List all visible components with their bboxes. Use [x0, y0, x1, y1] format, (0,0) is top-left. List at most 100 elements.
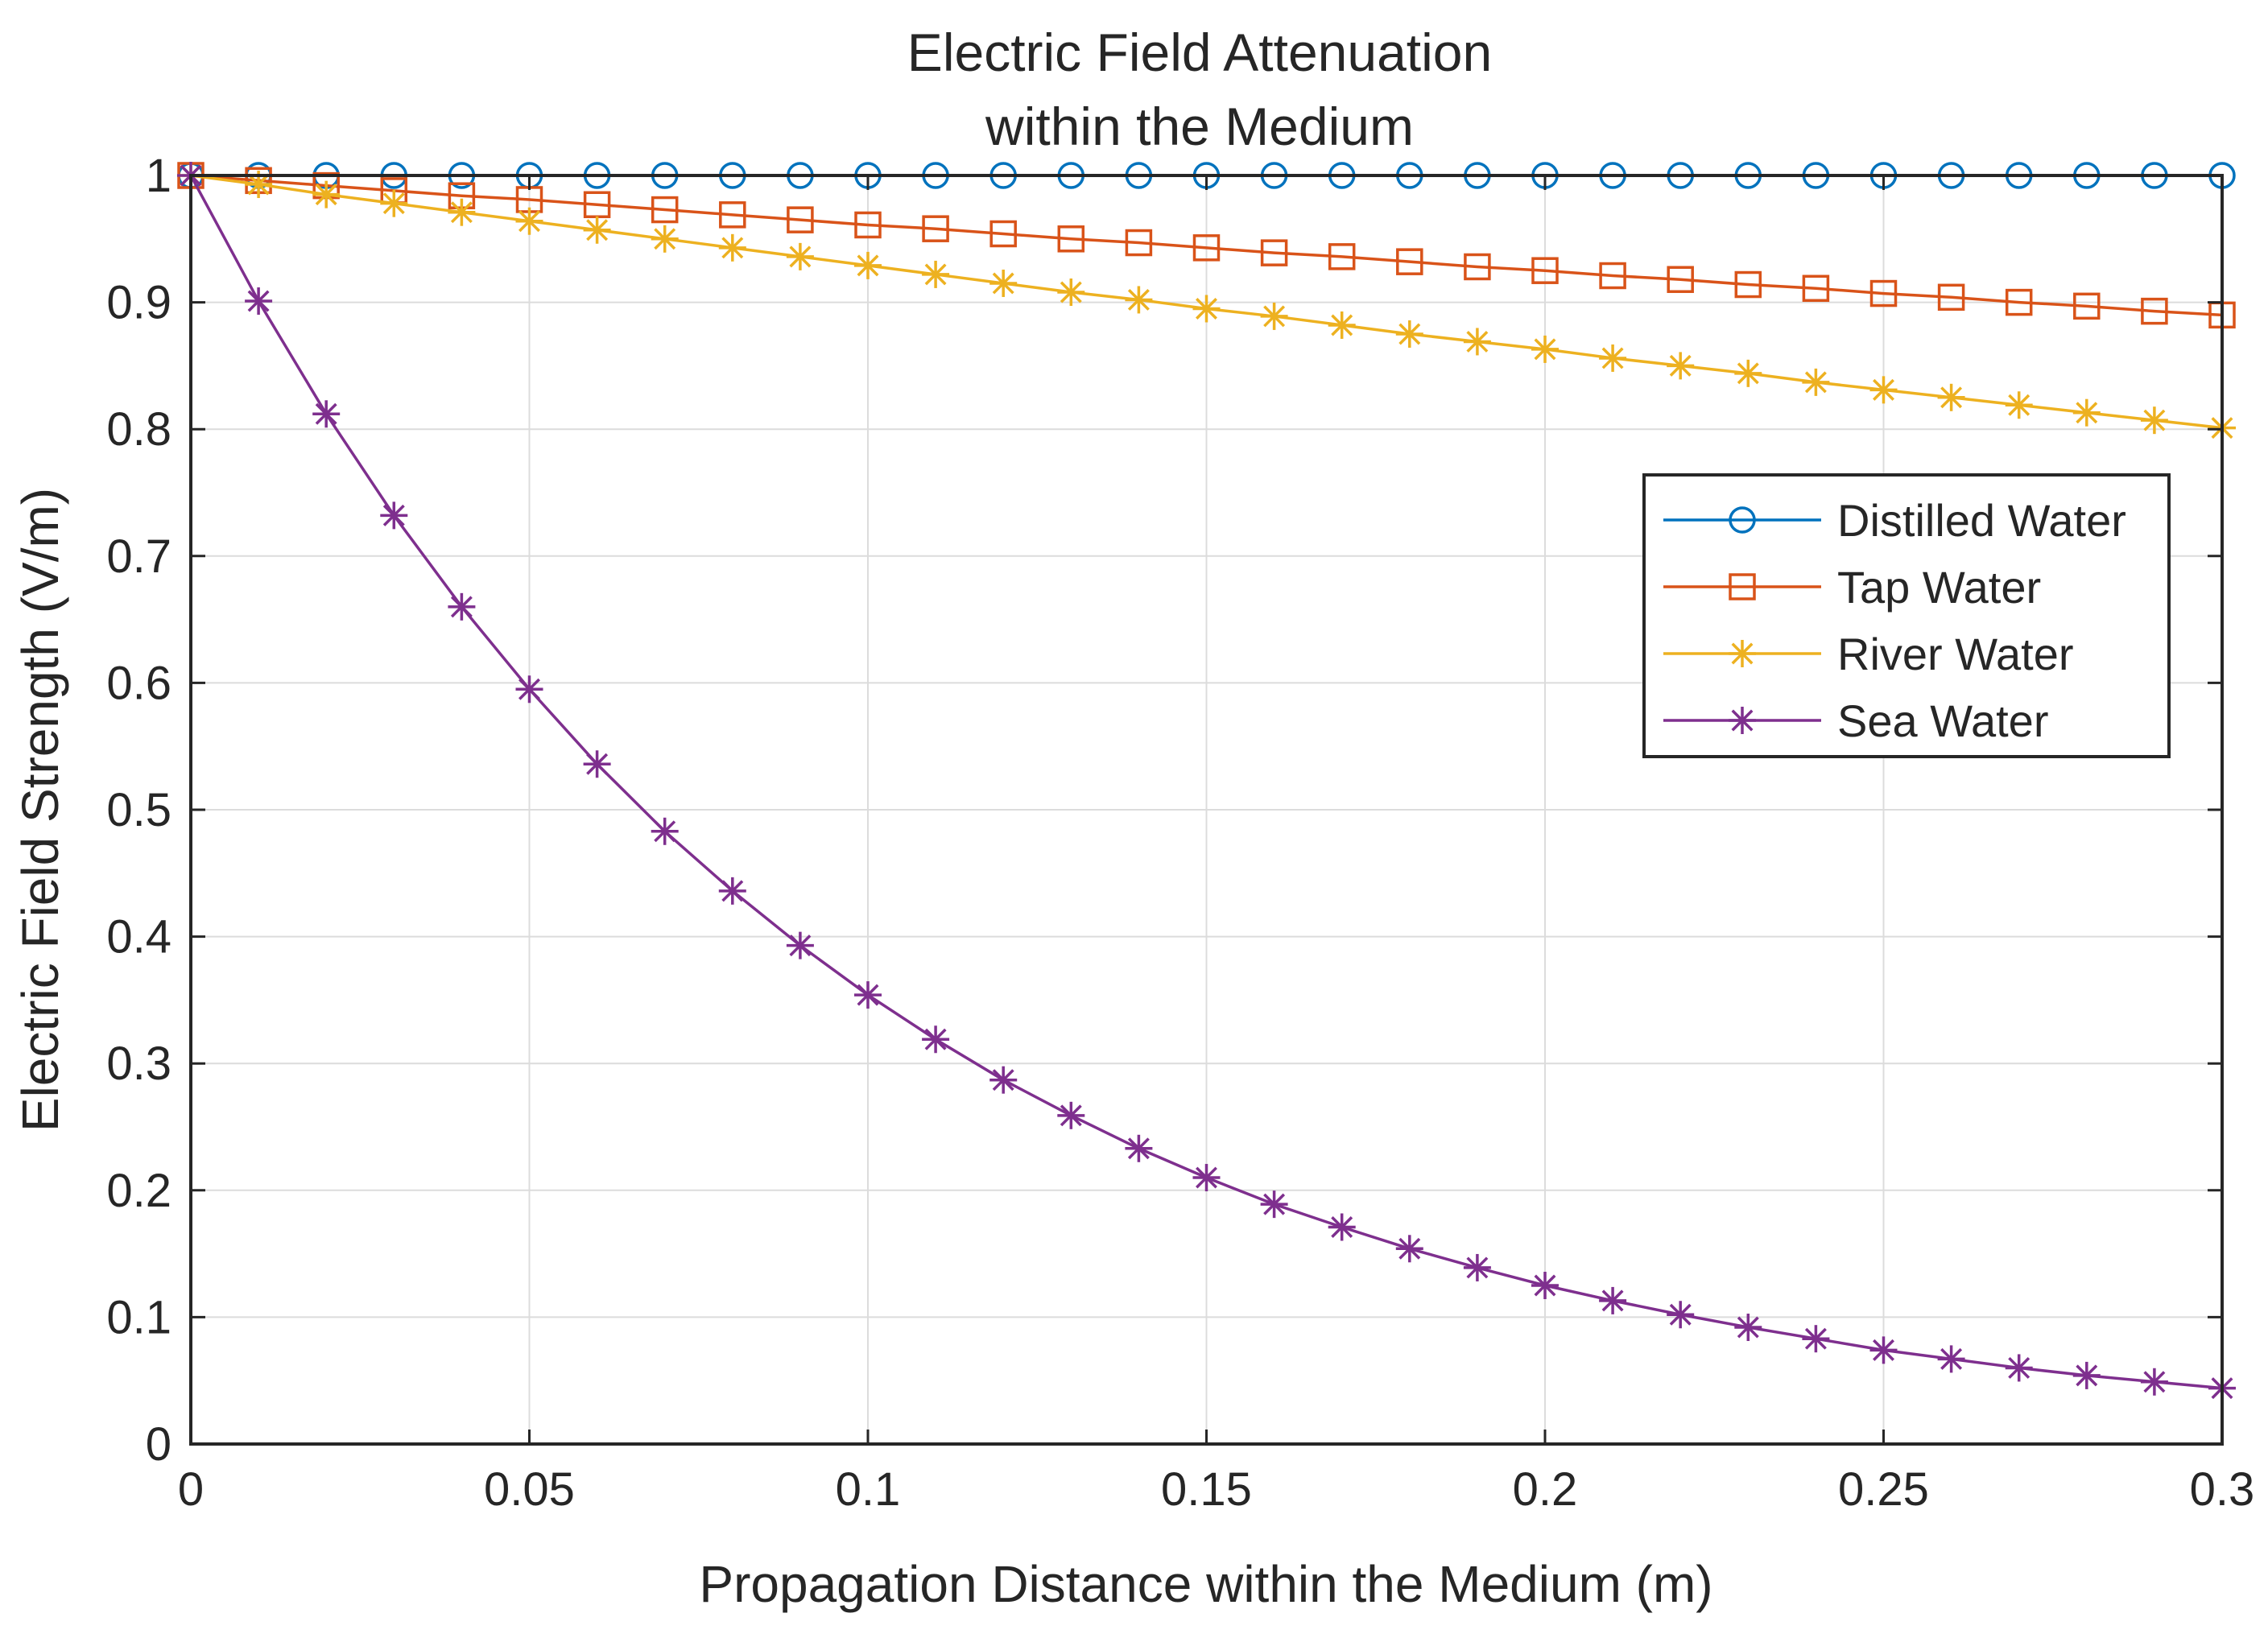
data-point-tap-water-marker: [1328, 243, 1356, 270]
series-river-water: [177, 162, 2236, 442]
data-point-sea-water-marker: [1463, 1253, 1491, 1281]
data-point-river-water-marker: [854, 251, 882, 279]
data-point-sea-water-marker: [1057, 1101, 1085, 1129]
data-point-river-water-marker: [989, 269, 1018, 297]
x-tick-label: 0.05: [484, 1463, 575, 1516]
data-point-river-water-marker: [1125, 286, 1153, 314]
legend-item-tap-water: Tap Water: [1663, 562, 2041, 613]
data-point-sea-water-marker: [1599, 1286, 1627, 1314]
data-point-river-water-marker: [1667, 352, 1695, 380]
data-point-tap-water-marker: [989, 220, 1017, 248]
axis-ticks: 0 0.05 0.1 0.15 0.2 0.25 0.3 0 0.1 0.2 0.3 0.4 0.5 0.…: [106, 150, 2254, 1516]
data-point-river-water-marker: [2140, 406, 2168, 435]
data-point-river-water-marker: [718, 233, 746, 262]
data-point-sea-water-marker: [718, 877, 746, 905]
y-tick-label: 0.9: [106, 277, 171, 329]
legend-swatch-marker: [1729, 707, 1756, 734]
x-axis-label: Propagation Distance within the Medium (…: [699, 1555, 1712, 1613]
data-point-sea-water-marker: [786, 931, 814, 959]
data-point-river-water-marker: [1802, 368, 1830, 396]
legend-label: River Water: [1837, 629, 2074, 679]
grid: [191, 175, 2222, 1444]
data-point-river-water-marker: [448, 198, 476, 226]
y-axis-label: Electric Field Strength (V/m): [11, 488, 69, 1132]
data-point-sea-water-marker: [1734, 1314, 1762, 1342]
y-tick-label: 0.1: [106, 1291, 171, 1343]
data-point-sea-water-marker: [1802, 1325, 1830, 1353]
data-point-sea-water-marker: [989, 1066, 1018, 1094]
data-point-sea-water-marker: [2005, 1354, 2033, 1382]
data-point-river-water-marker: [1599, 344, 1627, 372]
data-point-tap-water-marker: [854, 211, 882, 239]
data-point-sea-water-marker: [651, 817, 679, 845]
legend-item-river-water: River Water: [1663, 629, 2074, 679]
series-sea-water: [177, 162, 2236, 1402]
legend-label: Tap Water: [1837, 562, 2041, 613]
series-line-tap-water: [190, 174, 2223, 317]
data-point-river-water-marker: [1734, 359, 1762, 387]
data-point-sea-water-marker: [515, 675, 543, 703]
data-point-river-water-marker: [1192, 295, 1221, 323]
x-tick-label: 0.2: [1513, 1463, 1578, 1516]
chart-title-line-1: Electric Field Attenuation: [907, 23, 1492, 82]
x-tick-label: 0.15: [1161, 1463, 1252, 1516]
data-point-river-water-marker: [1328, 311, 1356, 339]
legend-item-sea-water: Sea Water: [1663, 695, 2048, 746]
data-point-tap-water-marker: [1869, 279, 1898, 307]
x-tick-label: 0.3: [2190, 1463, 2255, 1516]
data-point-tap-water-marker: [1531, 257, 1559, 284]
data-point-sea-water-marker: [1395, 1235, 1423, 1263]
data-point-tap-water-marker: [922, 215, 949, 242]
chart-title: Electric Field Attenuation within the Me…: [907, 23, 1492, 156]
data-point-river-water-marker: [651, 225, 679, 253]
legend-swatch-marker: [1729, 640, 1756, 667]
data-point-sea-water-marker: [380, 501, 408, 530]
y-tick-label: 0.8: [106, 403, 171, 456]
data-point-sea-water-marker: [1125, 1134, 1153, 1162]
data-point-river-water-marker: [583, 216, 611, 244]
y-tick-label: 0.3: [106, 1038, 171, 1090]
data-point-river-water-marker: [1937, 383, 1965, 411]
legend-swatch-marker: [1729, 573, 1756, 600]
x-tick-label: 0.25: [1838, 1463, 1929, 1516]
data-point-sea-water-marker: [245, 287, 273, 316]
data-point-sea-water-marker: [2072, 1361, 2101, 1389]
data-point-tap-water-marker: [1667, 266, 1694, 293]
data-point-river-water-marker: [1869, 376, 1898, 404]
data-point-river-water-marker: [1260, 302, 1288, 330]
data-point-river-water-marker: [2005, 391, 2033, 419]
legend-label: Sea Water: [1837, 695, 2048, 746]
data-point-sea-water-marker: [1192, 1164, 1221, 1192]
legend-swatch-marker: [1729, 506, 1756, 534]
data-point-tap-water-marker: [1396, 248, 1423, 275]
y-tick-label: 0.2: [106, 1165, 171, 1217]
data-point-tap-water-marker: [1599, 262, 1626, 290]
y-tick-label: 0.4: [106, 911, 171, 963]
data-point-sea-water-marker: [1869, 1336, 1898, 1364]
y-tick-label: 1: [146, 150, 171, 202]
data-point-tap-water-marker: [787, 206, 814, 233]
data-point-river-water-marker: [245, 171, 273, 199]
data-point-tap-water-marker: [1057, 225, 1085, 253]
data-point-river-water-marker: [1395, 320, 1423, 348]
y-tick-label: 0.6: [106, 657, 171, 709]
data-point-sea-water-marker: [1667, 1301, 1695, 1329]
series-tap-water: [177, 162, 2236, 329]
data-point-sea-water-marker: [1937, 1345, 1965, 1373]
data-point-tap-water-marker: [2005, 288, 2033, 316]
chart-title-line-2: within the Medium: [985, 97, 1414, 156]
legend-item-distilled-water: Distilled Water: [1663, 495, 2126, 546]
data-point-tap-water-marker: [1802, 274, 1830, 303]
legend: Distilled Water Tap Water River Water Sea W…: [1642, 473, 2171, 758]
data-point-tap-water-marker: [2073, 292, 2101, 320]
data-point-river-water-marker: [2072, 398, 2101, 427]
data-point-sea-water-marker: [312, 400, 341, 428]
data-point-river-water-marker: [515, 207, 543, 235]
data-point-sea-water-marker: [1328, 1213, 1356, 1241]
data-point-river-water-marker: [786, 242, 814, 270]
data-point-tap-water-marker: [1125, 229, 1153, 257]
legend-label: Distilled Water: [1837, 495, 2126, 546]
data-point-tap-water-marker: [1260, 239, 1288, 266]
data-point-sea-water-marker: [1531, 1272, 1559, 1299]
